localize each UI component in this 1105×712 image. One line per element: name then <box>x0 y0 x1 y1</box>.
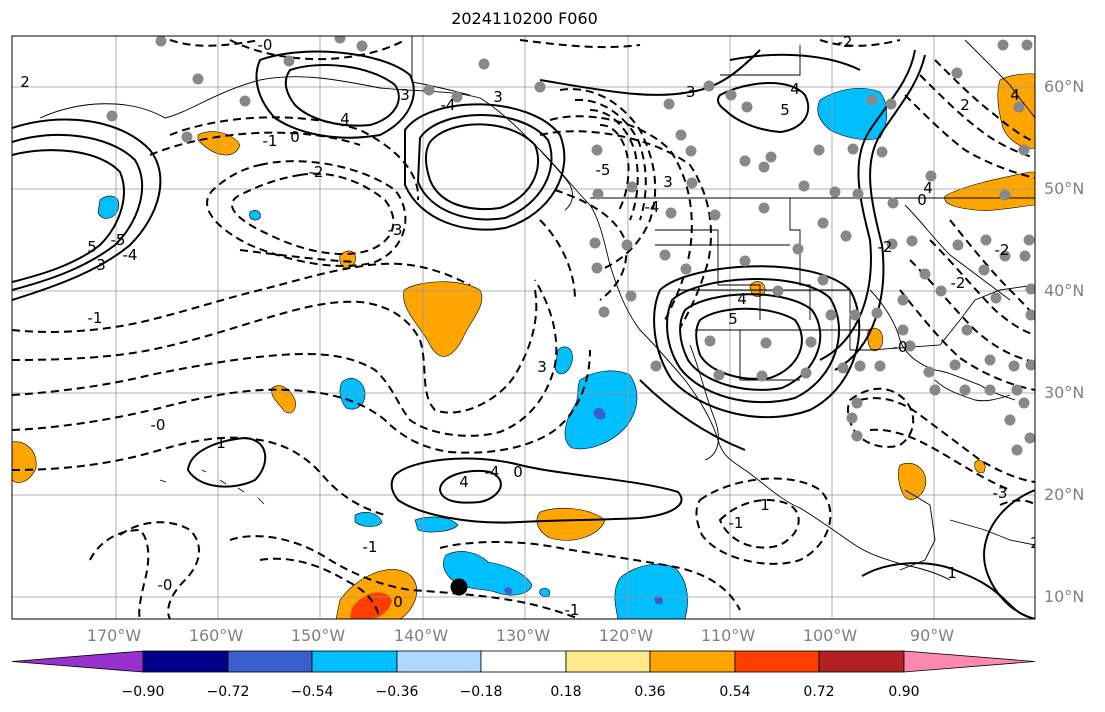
svg-text:-3: -3 <box>993 484 1008 502</box>
solid-contours <box>12 49 1035 619</box>
svg-text:1: 1 <box>760 496 770 514</box>
coastlines <box>39 36 1035 581</box>
svg-text:3: 3 <box>537 358 547 376</box>
svg-text:0: 0 <box>917 191 927 209</box>
svg-text:2: 2 <box>20 73 30 91</box>
svg-text:4: 4 <box>737 290 747 308</box>
colorbar-segment <box>227 650 313 673</box>
svg-text:-4: -4 <box>485 463 500 481</box>
colorbar-segment <box>311 650 398 673</box>
lat-label-40n: 40°N <box>1044 281 1085 300</box>
svg-text:-3: -3 <box>388 221 403 239</box>
svg-text:5: 5 <box>728 310 738 328</box>
lon-label-150w: 150°W <box>290 626 346 645</box>
map-frame <box>11 35 1036 620</box>
colorbar-segment <box>480 650 567 673</box>
svg-text:-1: -1 <box>263 132 278 150</box>
contour-labels: -0 2 -1 3 4 0 -2 5 3 -4 -5 -3 4 5 -2 2 4… <box>20 33 1040 619</box>
colorbar-segment <box>734 650 820 673</box>
colorbar-extend-min <box>11 650 144 673</box>
colorbar-tick-label: 0.18 <box>550 684 582 700</box>
colorbar-extend-max <box>903 650 1036 673</box>
storm-center-marker <box>450 578 468 596</box>
svg-text:-2: -2 <box>309 163 324 181</box>
svg-text:-1: -1 <box>363 538 378 556</box>
lon-label-170w: 170°W <box>86 626 142 645</box>
svg-text:0: 0 <box>290 128 300 146</box>
svg-text:-0: -0 <box>258 36 273 54</box>
lon-label-110w: 110°W <box>700 626 756 645</box>
svg-text:4: 4 <box>1010 86 1020 104</box>
lat-label-50n: 50°N <box>1044 179 1085 198</box>
colorbar-tick-label: 0.90 <box>888 684 920 700</box>
colorbar-tick-label: −0.54 <box>290 684 334 700</box>
svg-text:-2: -2 <box>838 33 853 51</box>
svg-text:-0: -0 <box>158 576 173 594</box>
svg-text:4: 4 <box>340 110 350 128</box>
svg-text:4: 4 <box>459 473 469 491</box>
lon-label-130w: 130°W <box>495 626 551 645</box>
islands <box>159 469 265 505</box>
dashed-contours <box>12 39 1035 619</box>
colorbar-tick-label: −0.36 <box>375 684 419 700</box>
colorbar-segment <box>142 650 229 673</box>
colorbar <box>11 650 1036 673</box>
map-title: 2024110200 F060 <box>451 9 598 28</box>
lat-label-30n: 30°N <box>1044 383 1085 402</box>
colorbar-segment <box>396 650 482 673</box>
svg-text:-0: -0 <box>893 338 908 356</box>
svg-text:-2: -2 <box>951 274 966 292</box>
svg-text:4: 4 <box>790 80 800 98</box>
svg-text:3: 3 <box>493 88 503 106</box>
svg-text:-3: -3 <box>681 83 696 101</box>
svg-text:4: 4 <box>923 179 933 197</box>
strong-negative-anomaly-shading <box>504 407 663 605</box>
svg-text:-1: -1 <box>88 309 103 327</box>
svg-text:0: 0 <box>393 593 403 611</box>
colorbar-tick-label: 0.36 <box>634 684 666 700</box>
svg-text:-5: -5 <box>111 231 126 249</box>
svg-text:-2: -2 <box>878 238 893 256</box>
lat-label-60n: 60°N <box>1044 77 1085 96</box>
svg-text:-5: -5 <box>596 161 611 179</box>
colorbar-segment <box>565 650 651 673</box>
lon-label-140w: 140°W <box>393 626 449 645</box>
strong-positive-anomaly-shading <box>350 592 392 619</box>
lon-label-90w: 90°W <box>909 626 955 645</box>
svg-text:1: 1 <box>216 434 226 452</box>
svg-text:-2: -2 <box>995 241 1010 259</box>
svg-text:5: 5 <box>87 238 97 256</box>
colorbar-tick-label: −0.72 <box>206 684 250 700</box>
svg-text:1: 1 <box>947 564 957 582</box>
svg-text:-1: -1 <box>729 514 744 532</box>
colorbar-tick-label: −0.90 <box>121 684 165 700</box>
svg-text:-4: -4 <box>645 198 660 216</box>
lon-label-160w: 160°W <box>188 626 244 645</box>
svg-text:0: 0 <box>513 463 523 481</box>
lon-label-120w: 120°W <box>598 626 654 645</box>
svg-text:-4: -4 <box>441 96 456 114</box>
graticule <box>12 36 1035 619</box>
svg-text:-1: -1 <box>565 601 580 619</box>
colorbar-tick-label: 0.72 <box>803 684 835 700</box>
svg-text:3: 3 <box>663 173 673 191</box>
lat-label-20n: 20°N <box>1044 485 1085 504</box>
colorbar-segment <box>818 650 905 673</box>
svg-text:5: 5 <box>780 101 790 119</box>
station-markers <box>106 36 1035 456</box>
lat-label-10n: 10°N <box>1044 587 1085 606</box>
svg-text:2: 2 <box>960 96 970 114</box>
svg-text:2: 2 <box>1030 534 1040 552</box>
lon-label-100w: 100°W <box>802 626 858 645</box>
colorbar-segment <box>649 650 736 673</box>
svg-text:-0: -0 <box>151 416 166 434</box>
svg-text:-4: -4 <box>123 246 138 264</box>
positive-anomaly-shading <box>12 73 1035 619</box>
colorbar-tick-label: −0.18 <box>459 684 503 700</box>
svg-text:3: 3 <box>400 86 410 104</box>
colorbar-tick-label: 0.54 <box>719 684 751 700</box>
svg-text:3: 3 <box>96 256 106 274</box>
